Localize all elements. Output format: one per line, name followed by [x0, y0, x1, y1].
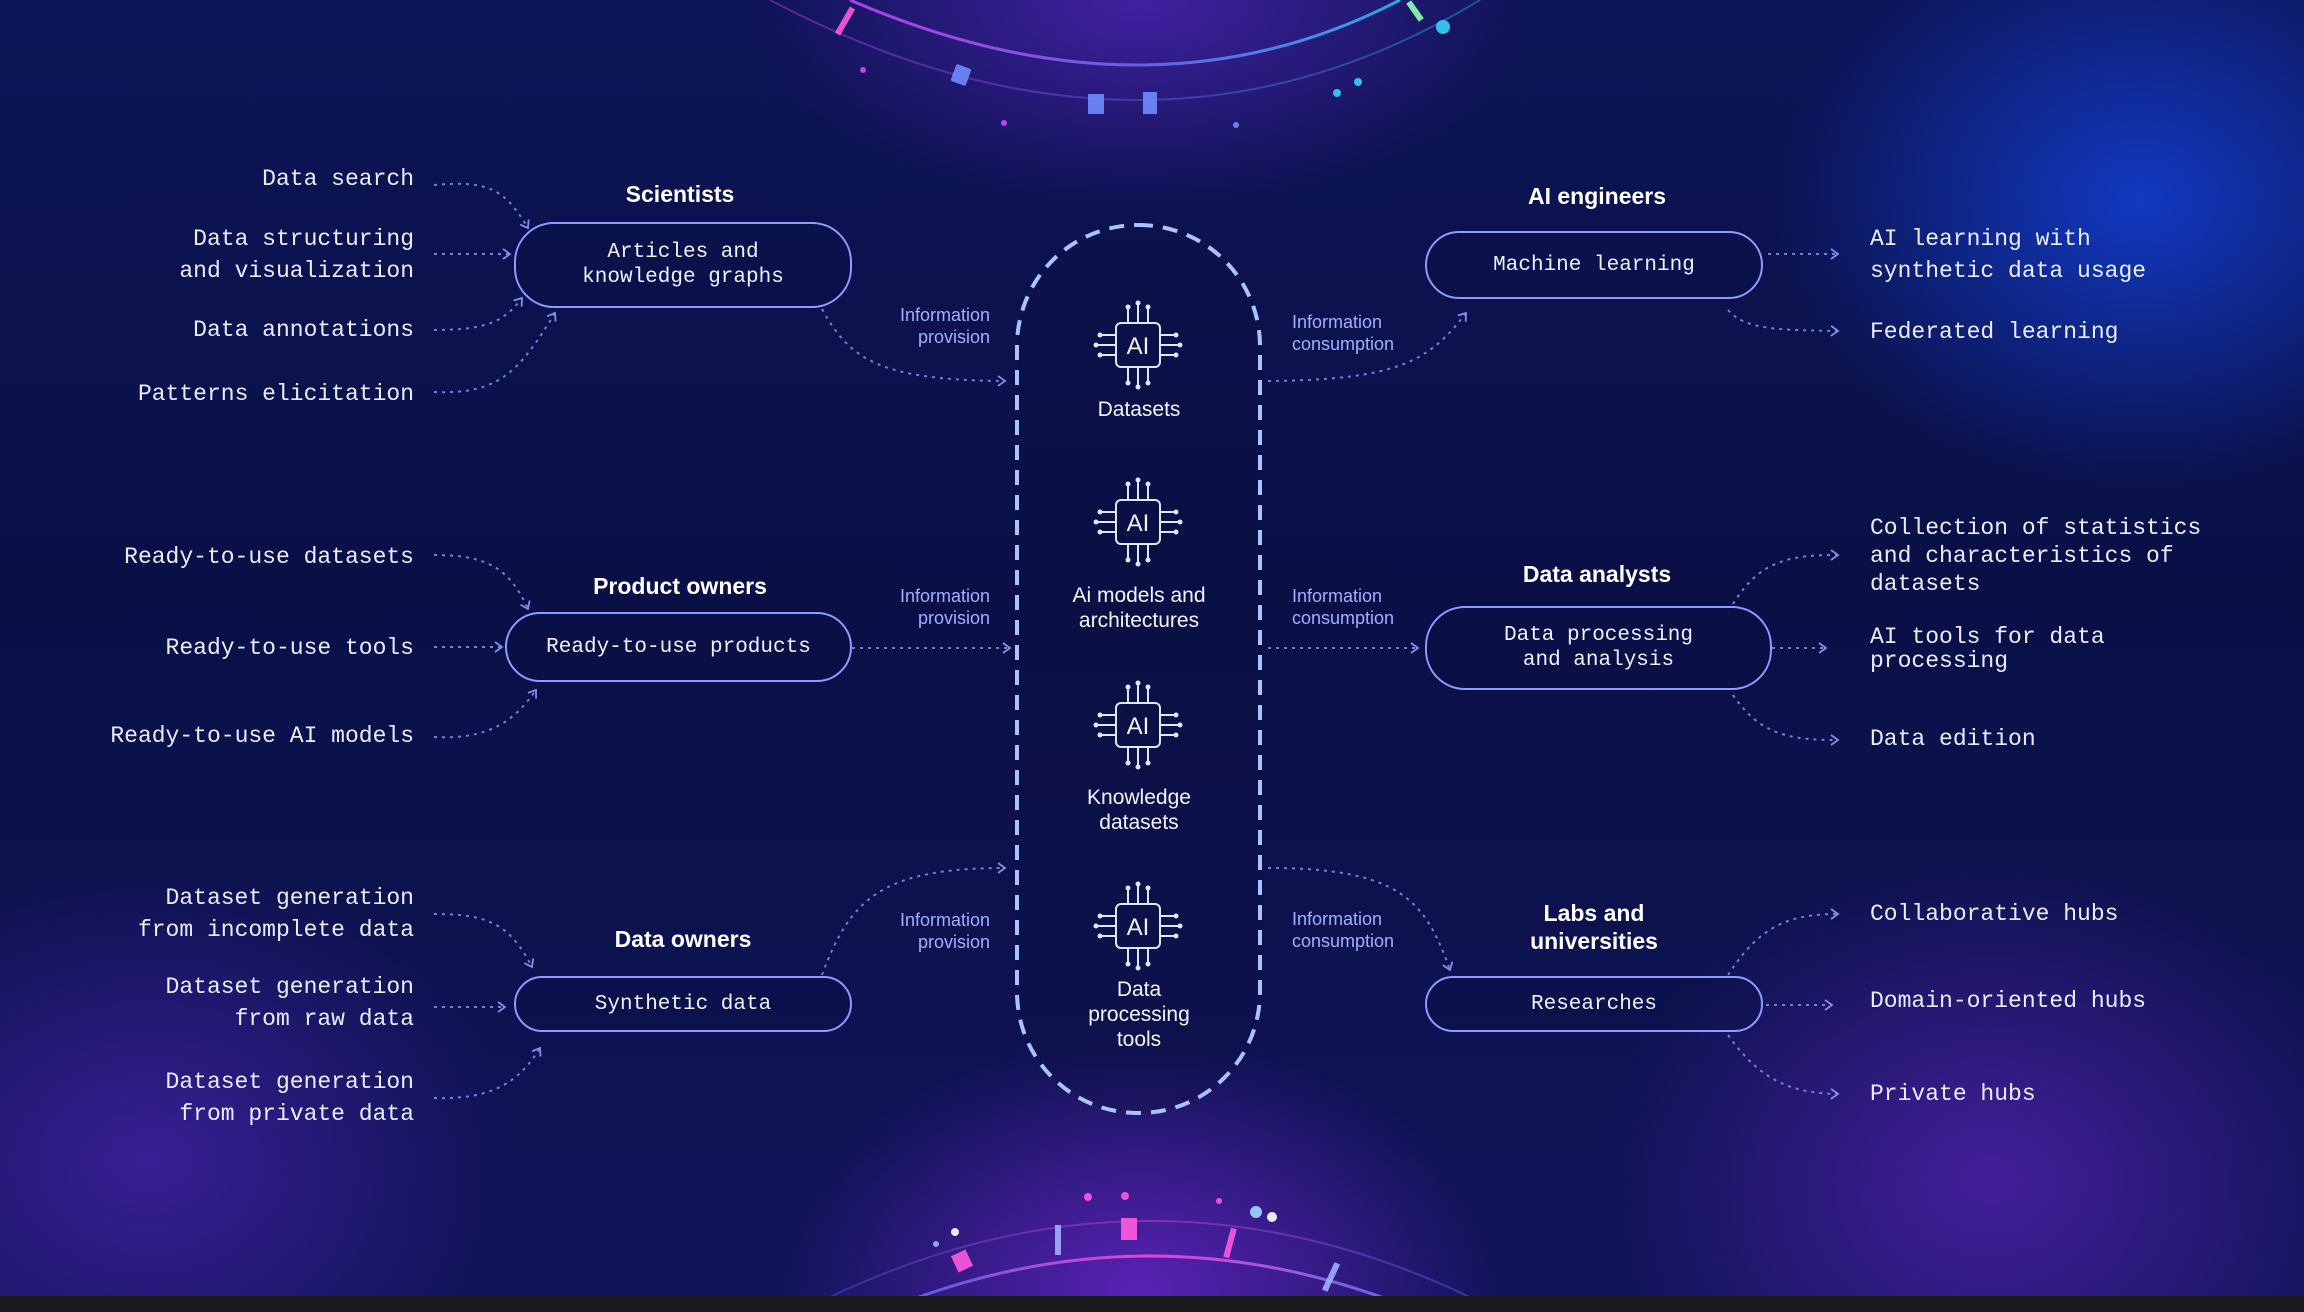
- ai-chip-icon: AI: [1093, 680, 1183, 770]
- connector-ready-ai-models: [433, 688, 537, 739]
- output-data-edition: Data edition: [1870, 726, 2036, 752]
- connector-federated: [1727, 309, 1840, 337]
- hub-item-datasets: Datasets: [1097, 398, 1181, 421]
- flow-label-consumption-3: Information consumption: [1292, 909, 1395, 951]
- hub-item-knowledge-datasets: Knowledge datasets: [1087, 786, 1191, 834]
- flow-label-consumption-1: Information consumption: [1292, 312, 1395, 354]
- group-title-scientists: Scientists: [625, 181, 735, 207]
- svg-text:AI: AI: [1127, 510, 1150, 537]
- svg-text:AI: AI: [1127, 914, 1150, 941]
- connector-gen-incomplete: [433, 913, 535, 969]
- output-statistics-collection: Collection of statistics and characteris…: [1870, 515, 2202, 597]
- box-articles-knowledge-graphs: Articles and knowledge graphs: [514, 222, 852, 308]
- ai-chip-icon: AI: [1093, 881, 1183, 971]
- output-collaborative-hubs: Collaborative hubs: [1870, 901, 2119, 927]
- connector-private: [1727, 1034, 1840, 1100]
- connector-collaborative: [1727, 908, 1840, 976]
- group-title-labs-universities: Labs and universities: [1530, 900, 1658, 954]
- input-gen-raw: Dataset generation from raw data: [165, 974, 414, 1032]
- flow-label-provision-1: Information provision: [899, 305, 990, 347]
- output-federated-learning: Federated learning: [1870, 319, 2119, 345]
- flow-label-consumption-2: Information consumption: [1292, 586, 1395, 628]
- group-title-data-owners: Data owners: [614, 926, 752, 952]
- ai-chip-icon: AI: [1093, 300, 1183, 390]
- box-ready-to-use-products: Ready-to-use products: [505, 612, 852, 682]
- connector-data-annotations: [433, 296, 523, 331]
- group-title-data-analysts: Data analysts: [1522, 561, 1672, 587]
- box-data-processing-analysis: Data processing and analysis: [1425, 606, 1772, 690]
- output-ai-learning-synthetic: AI learning with synthetic data usage: [1870, 226, 2147, 284]
- connector-consumption-1: [1267, 311, 1467, 382]
- output-ai-tools: AI tools for data processing: [1870, 624, 2105, 674]
- connector-data-edition: [1732, 694, 1840, 746]
- input-data-search: Data search: [262, 166, 414, 192]
- box-synthetic-data: Synthetic data: [514, 976, 852, 1032]
- flow-label-provision-2: Information provision: [899, 586, 990, 628]
- connector-data-search: [433, 182, 530, 230]
- ai-chip-icon: AI: [1093, 477, 1183, 567]
- flow-label-provision-3: Information provision: [899, 910, 990, 952]
- svg-text:AI: AI: [1127, 713, 1150, 740]
- box-machine-learning: Machine learning: [1425, 231, 1763, 299]
- input-ready-ai-models: Ready-to-use AI models: [110, 723, 414, 749]
- input-ready-datasets: Ready-to-use datasets: [124, 544, 414, 570]
- group-title-product-owners: Product owners: [593, 573, 767, 599]
- input-data-structuring: Data structuring and visualization: [179, 226, 414, 284]
- connector-ready-datasets: [433, 554, 531, 611]
- input-gen-incomplete: Dataset generation from incomplete data: [137, 885, 414, 943]
- hub-item-data-processing-tools: Data processing tools: [1088, 978, 1190, 1051]
- input-data-annotations: Data annotations: [193, 317, 414, 343]
- bottom-bar: [0, 1296, 2304, 1312]
- group-title-ai-engineers: AI engineers: [1527, 183, 1667, 209]
- input-gen-private: Dataset generation from private data: [165, 1069, 414, 1127]
- output-domain-oriented-hubs: Domain-oriented hubs: [1870, 988, 2147, 1014]
- output-private-hubs: Private hubs: [1870, 1081, 2036, 1107]
- connector-gen-private: [433, 1046, 542, 1100]
- hub-item-ai-models: Ai models and architectures: [1072, 584, 1206, 632]
- svg-text:AI: AI: [1127, 333, 1150, 360]
- input-patterns-elicitation: Patterns elicitation: [137, 381, 414, 407]
- input-ready-tools: Ready-to-use tools: [165, 635, 414, 661]
- box-researches: Researches: [1425, 976, 1763, 1032]
